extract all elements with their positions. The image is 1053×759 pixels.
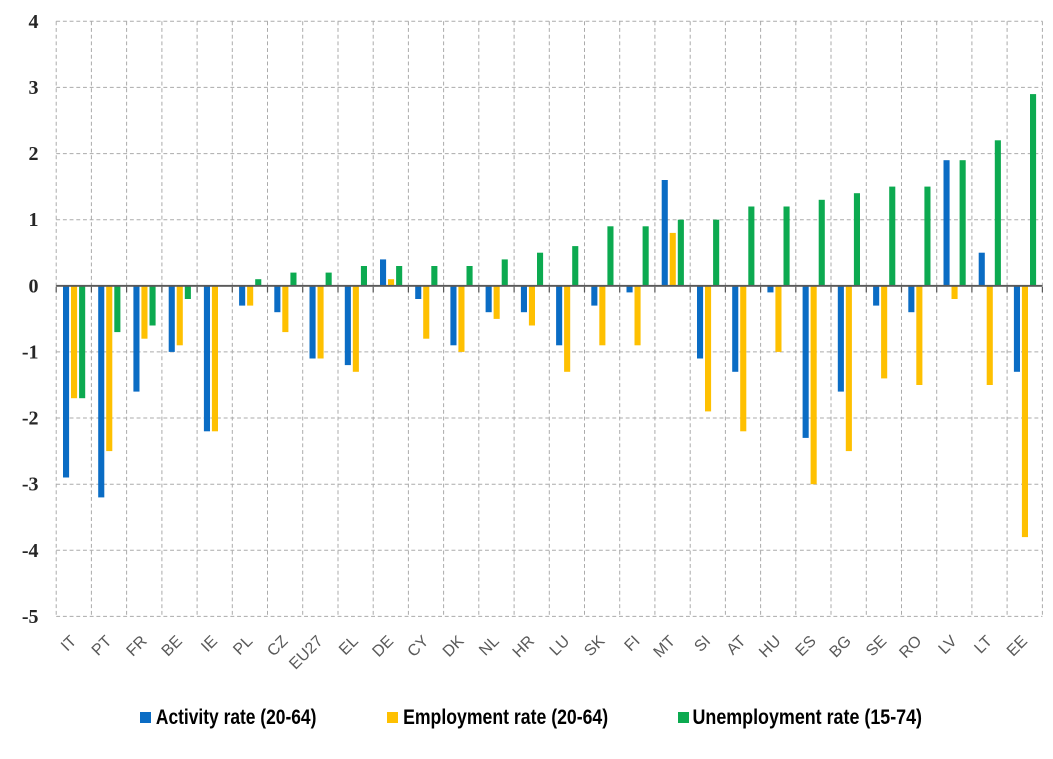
svg-text:Employment rate (20-64): Employment rate (20-64)	[403, 706, 608, 729]
svg-text:-3: -3	[22, 474, 39, 496]
svg-text:Unemployment rate (15-74): Unemployment rate (15-74)	[693, 706, 923, 729]
svg-text:4: 4	[29, 11, 39, 33]
svg-text:2: 2	[29, 143, 39, 165]
svg-text:Activity rate (20-64): Activity rate (20-64)	[156, 706, 317, 729]
svg-text:-4: -4	[22, 540, 39, 562]
svg-text:3: 3	[29, 77, 39, 99]
svg-text:0: 0	[29, 275, 39, 297]
svg-text:-1: -1	[22, 341, 39, 363]
svg-text:-2: -2	[22, 408, 39, 430]
svg-text:-5: -5	[22, 606, 39, 628]
svg-text:1: 1	[29, 209, 39, 231]
